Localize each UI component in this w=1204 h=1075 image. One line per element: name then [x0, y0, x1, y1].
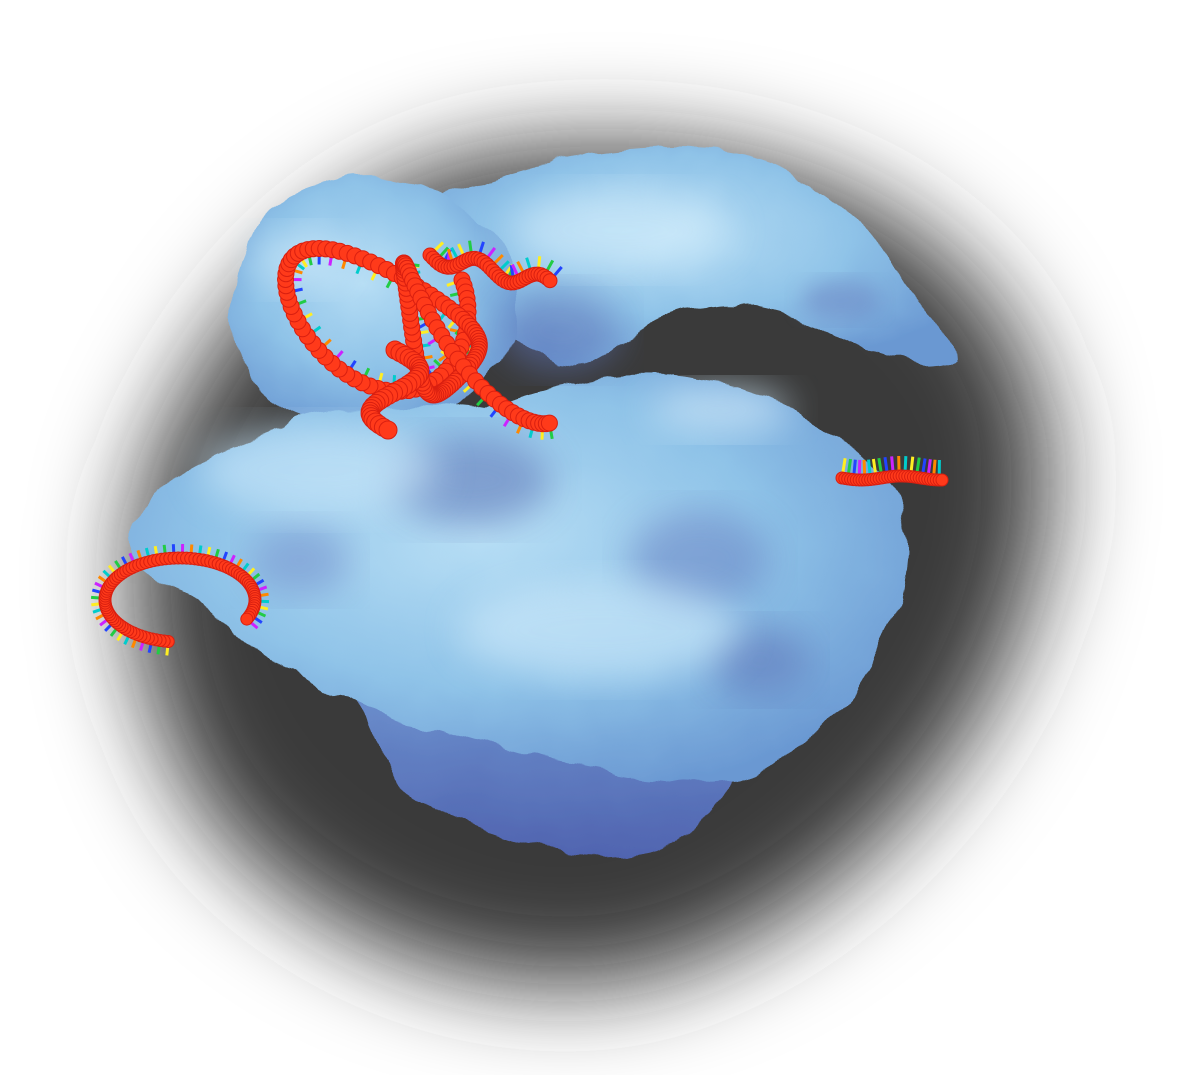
mrna-strand-right: [835, 455, 949, 487]
rna-backbone-bead: [935, 473, 949, 487]
rna-backbone-bead: [542, 273, 558, 289]
rna-backbone-bead: [378, 420, 398, 440]
body-highlights: [200, 190, 790, 680]
mrna-loop-left: [90, 543, 270, 656]
rna-backbone-bead: [540, 414, 558, 432]
rna-backbone-bead: [240, 612, 254, 626]
trna-strand: [277, 239, 563, 440]
